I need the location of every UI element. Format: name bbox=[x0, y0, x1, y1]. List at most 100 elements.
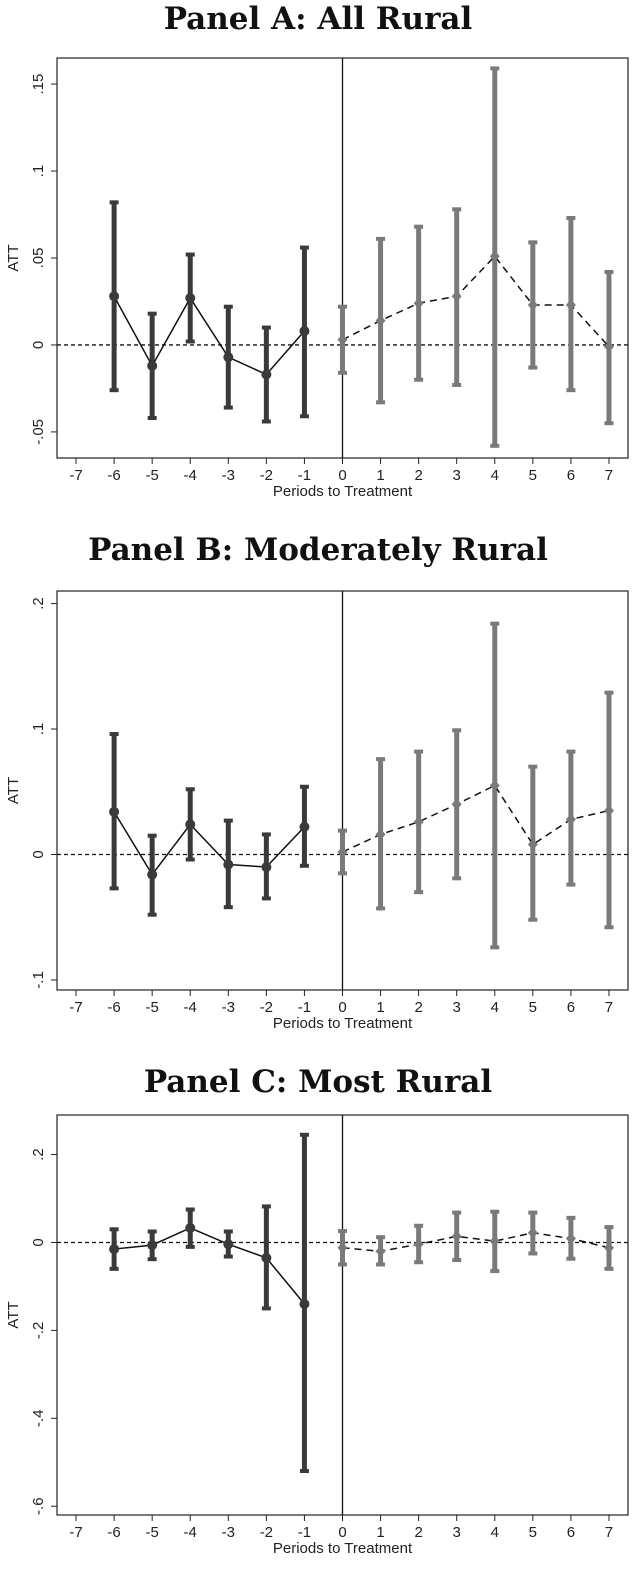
x-tick-label: -7 bbox=[69, 467, 82, 484]
y-tick-label: .05 bbox=[30, 248, 47, 269]
y-tick-label: -.2 bbox=[30, 1322, 47, 1340]
x-tick-label: 6 bbox=[567, 1524, 575, 1541]
y-tick-label: .1 bbox=[30, 165, 47, 178]
x-tick-label: 1 bbox=[376, 467, 384, 484]
x-tick-label: 2 bbox=[414, 1524, 422, 1541]
panel-b-title: Panel B: Moderately Rural bbox=[88, 532, 548, 568]
point-marker bbox=[603, 805, 614, 817]
x-tick-label: 5 bbox=[529, 1524, 537, 1541]
point-marker bbox=[527, 299, 538, 311]
x-tick-label: -6 bbox=[107, 1524, 120, 1541]
x-tick-label: -3 bbox=[222, 467, 235, 484]
x-tick-label: -5 bbox=[145, 999, 158, 1016]
y-axis-label: ATT bbox=[5, 1301, 22, 1328]
y-tick-label: -.4 bbox=[30, 1410, 47, 1428]
x-tick-label: -4 bbox=[184, 1524, 197, 1541]
x-tick-label: -2 bbox=[260, 1524, 273, 1541]
x-tick-label: 7 bbox=[605, 999, 613, 1016]
x-tick-label: 0 bbox=[338, 999, 346, 1016]
x-tick-label: -2 bbox=[260, 999, 273, 1016]
post-treatment-line bbox=[342, 1232, 610, 1253]
point-marker bbox=[413, 816, 424, 828]
pre-treatment-line bbox=[114, 1227, 306, 1305]
x-tick-label: -7 bbox=[69, 999, 82, 1016]
x-tick-label: 7 bbox=[605, 1524, 613, 1541]
point-marker bbox=[147, 869, 158, 880]
panel-c-title: Panel C: Most Rural bbox=[143, 1064, 493, 1100]
point-marker bbox=[451, 290, 462, 302]
y-tick-label: 0 bbox=[30, 1238, 47, 1246]
x-tick-label: -2 bbox=[260, 467, 273, 484]
x-tick-label: -4 bbox=[184, 999, 197, 1016]
point-marker bbox=[109, 806, 120, 817]
y-tick-label: .15 bbox=[30, 74, 47, 95]
point-marker bbox=[299, 821, 310, 832]
point-marker bbox=[337, 846, 348, 858]
point-marker bbox=[299, 1299, 310, 1310]
x-tick-label: -5 bbox=[145, 1524, 158, 1541]
x-tick-label: 2 bbox=[414, 999, 422, 1016]
point-marker bbox=[223, 352, 234, 363]
point-marker bbox=[451, 798, 462, 810]
point-marker bbox=[603, 1242, 614, 1254]
x-tick-label: 7 bbox=[605, 467, 613, 484]
point-marker bbox=[147, 360, 158, 371]
panel-b-chart: -.1 0 .1 .2 -7 -6 -5 -4 -3 -2 -1 0 1 2 3 4 5 6 7 ATT Periods… bbox=[5, 590, 629, 1032]
y-tick-label: -.1 bbox=[30, 971, 47, 989]
point-marker bbox=[109, 1244, 120, 1255]
x-tick-label: 3 bbox=[453, 1524, 461, 1541]
y-axis-label: ATT bbox=[5, 244, 22, 271]
point-marker bbox=[337, 1242, 348, 1254]
x-tick-label: 0 bbox=[338, 467, 346, 484]
x-tick-label: 1 bbox=[376, 1524, 384, 1541]
pre-treatment-line bbox=[113, 295, 305, 376]
point-marker bbox=[527, 1227, 538, 1239]
point-marker bbox=[489, 250, 500, 262]
x-tick-label: 0 bbox=[338, 1524, 346, 1541]
point-marker bbox=[299, 326, 310, 337]
point-marker bbox=[565, 1233, 576, 1245]
x-tick-label: -3 bbox=[222, 999, 235, 1016]
x-tick-label: -4 bbox=[184, 467, 197, 484]
pre-treatment-line bbox=[113, 811, 305, 876]
point-marker bbox=[489, 1235, 500, 1247]
point-marker bbox=[261, 1252, 272, 1263]
point-marker bbox=[261, 862, 272, 873]
x-tick-label: -3 bbox=[222, 1524, 235, 1541]
x-axis-label: Periods to Treatment bbox=[273, 1015, 413, 1032]
x-tick-label: 3 bbox=[453, 999, 461, 1016]
x-tick-label: 4 bbox=[491, 999, 499, 1016]
point-marker bbox=[489, 779, 500, 791]
post-treatment-line bbox=[342, 784, 610, 853]
post-treatment-line bbox=[342, 255, 610, 348]
point-marker bbox=[451, 1230, 462, 1242]
x-tick-label: 6 bbox=[567, 467, 575, 484]
y-tick-label: 0 bbox=[30, 850, 47, 858]
y-tick-label: -.05 bbox=[30, 419, 47, 445]
point-marker bbox=[413, 1238, 424, 1250]
x-tick-label: 4 bbox=[491, 1524, 499, 1541]
x-tick-label: -7 bbox=[69, 1524, 82, 1541]
y-tick-label: .2 bbox=[30, 1148, 47, 1161]
x-axis-label: Periods to Treatment bbox=[273, 1540, 413, 1557]
x-tick-label: -1 bbox=[298, 467, 311, 484]
x-tick-label: 6 bbox=[567, 999, 575, 1016]
point-marker bbox=[603, 341, 614, 353]
x-tick-label: -6 bbox=[107, 999, 120, 1016]
point-marker bbox=[109, 291, 120, 302]
point-marker bbox=[375, 1245, 386, 1257]
y-tick-label: 0 bbox=[30, 341, 47, 349]
point-marker bbox=[527, 838, 538, 850]
point-marker bbox=[375, 315, 386, 327]
x-tick-label: 4 bbox=[491, 467, 499, 484]
panel-c-chart: -.6 -.4 -.2 0 .2 -7 -6 -5 -4 -3 -2 -1 0 1 2 3 4 5 6 7 ATT Per… bbox=[5, 1114, 629, 1557]
point-marker bbox=[565, 813, 576, 825]
point-marker bbox=[337, 334, 348, 346]
y-tick-label: -.6 bbox=[30, 1497, 47, 1515]
x-tick-label: 2 bbox=[414, 467, 422, 484]
point-marker bbox=[375, 828, 386, 840]
y-tick-label: .1 bbox=[30, 723, 47, 736]
x-tick-label: 5 bbox=[529, 467, 537, 484]
point-marker bbox=[223, 859, 234, 870]
point-marker bbox=[261, 369, 272, 380]
